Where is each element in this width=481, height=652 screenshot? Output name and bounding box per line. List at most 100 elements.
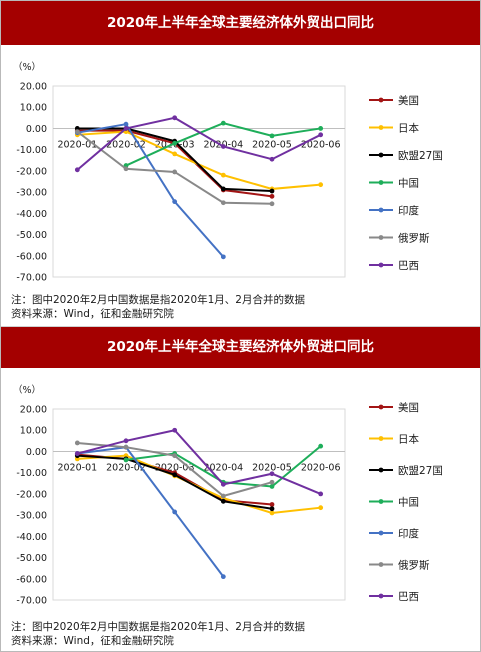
- legend-label: 日本: [398, 122, 419, 135]
- y-tick-label: -60.00: [16, 574, 47, 585]
- data-point: [123, 121, 129, 127]
- data-point: [220, 574, 226, 580]
- legend-label: 日本: [398, 433, 419, 446]
- y-tick-label: -10.00: [16, 468, 47, 479]
- import-chart: （%） 20.00 10.00 0.00 -10.00 -20.00 -30.00 -40.0…: [13, 384, 443, 607]
- y-tick-label: -70.00: [16, 273, 47, 284]
- data-point: [220, 498, 226, 504]
- data-point: [123, 457, 129, 463]
- x-tick-label: 2020-04: [203, 462, 243, 473]
- y-tick-label: -40.00: [16, 209, 47, 220]
- data-point: [123, 126, 129, 131]
- data-point: [172, 509, 178, 515]
- x-tick-label: 2020-06: [301, 462, 341, 473]
- unit-label: （%）: [13, 384, 41, 396]
- data-point: [123, 438, 129, 444]
- data-point: [269, 201, 275, 207]
- legend-marker: [378, 436, 384, 441]
- data-point: [220, 186, 226, 192]
- legend-marker: [378, 125, 384, 130]
- import-chart-note: 注：图中2020年2月中国数据是指2020年1月、2月合并的数据: [11, 621, 305, 633]
- import-chart-title: 2020年上半年全球主要经济体外贸进口同比: [1, 327, 480, 368]
- legend-marker: [378, 593, 384, 599]
- legend-marker: [378, 180, 384, 185]
- export-chart-source: 资料来源：Wind，征和金融研究院: [11, 308, 174, 320]
- x-tick-label: 2020-05: [252, 139, 292, 150]
- y-tick-label: -40.00: [16, 532, 47, 543]
- data-point: [269, 510, 275, 516]
- y-tick-label: -50.00: [16, 230, 47, 241]
- plot-area-frame: [52, 408, 346, 601]
- legend-label: 巴西: [398, 591, 419, 603]
- data-point: [318, 182, 324, 188]
- data-point: [74, 451, 80, 456]
- data-point: [74, 129, 80, 135]
- data-point: [172, 427, 178, 433]
- data-point: [318, 126, 324, 131]
- data-point: [269, 188, 275, 194]
- legend-label: 欧盟27国: [398, 465, 443, 477]
- y-tick-label: -60.00: [16, 251, 47, 262]
- legend-label: 俄罗斯: [398, 559, 430, 572]
- data-point: [74, 167, 80, 173]
- series-3: [123, 120, 324, 168]
- legend-marker: [378, 97, 384, 103]
- x-tick-label: 2020-03: [155, 462, 195, 473]
- export-chart-note: 注：图中2020年2月中国数据是指2020年1月、2月合并的数据: [11, 294, 305, 306]
- legend-label: 中国: [398, 496, 419, 509]
- data-point: [220, 120, 226, 126]
- legend-marker: [378, 404, 384, 410]
- x-tick-label: 2020-05: [252, 462, 292, 473]
- import-chart-source: 资料来源：Wind，征和金融研究院: [11, 635, 174, 647]
- data-point: [269, 506, 275, 512]
- y-tick-label: -20.00: [16, 489, 47, 500]
- data-point: [269, 133, 275, 139]
- y-tick-label: -30.00: [16, 511, 47, 522]
- legend-marker: [378, 530, 384, 536]
- y-tick-label: -20.00: [16, 166, 47, 177]
- data-point: [220, 481, 226, 487]
- legend-label: 美国: [398, 94, 419, 107]
- x-tick-label: 2020-01: [57, 139, 97, 150]
- unit-label: （%）: [13, 61, 41, 73]
- legend-marker: [378, 152, 384, 158]
- y-tick-label: -10.00: [16, 145, 47, 156]
- series-6: [74, 427, 324, 497]
- x-tick-label: 2020-02: [106, 462, 146, 473]
- y-tick-label: 10.00: [20, 426, 47, 437]
- data-point: [318, 505, 324, 511]
- data-point: [269, 502, 275, 507]
- legend-marker: [378, 499, 384, 504]
- series-line: [77, 446, 225, 578]
- legend-marker: [378, 235, 384, 240]
- data-point: [269, 193, 275, 199]
- data-point: [123, 444, 129, 450]
- data-point: [318, 491, 324, 497]
- x-tick-label: 2020-02: [106, 139, 146, 150]
- y-tick-label: 20.00: [20, 82, 47, 93]
- y-tick-label: -30.00: [16, 188, 47, 199]
- data-point: [172, 169, 178, 175]
- legend-label: 俄罗斯: [398, 232, 430, 245]
- data-point: [220, 172, 226, 178]
- data-point: [269, 156, 275, 162]
- data-point: [172, 140, 178, 146]
- y-tick-label: 20.00: [20, 405, 47, 416]
- series-line: [77, 429, 322, 495]
- legend-marker: [378, 262, 384, 268]
- data-point: [172, 151, 178, 157]
- legend-marker: [378, 467, 384, 473]
- data-point: [318, 443, 324, 449]
- legend-label: 印度: [398, 527, 419, 540]
- data-point: [172, 453, 178, 459]
- series-line: [77, 123, 225, 258]
- data-point: [269, 484, 275, 489]
- data-point: [220, 254, 226, 260]
- x-tick-label: 2020-06: [301, 139, 341, 150]
- y-tick-label: -70.00: [16, 596, 47, 607]
- series-5: [74, 129, 275, 207]
- data-point: [269, 479, 275, 485]
